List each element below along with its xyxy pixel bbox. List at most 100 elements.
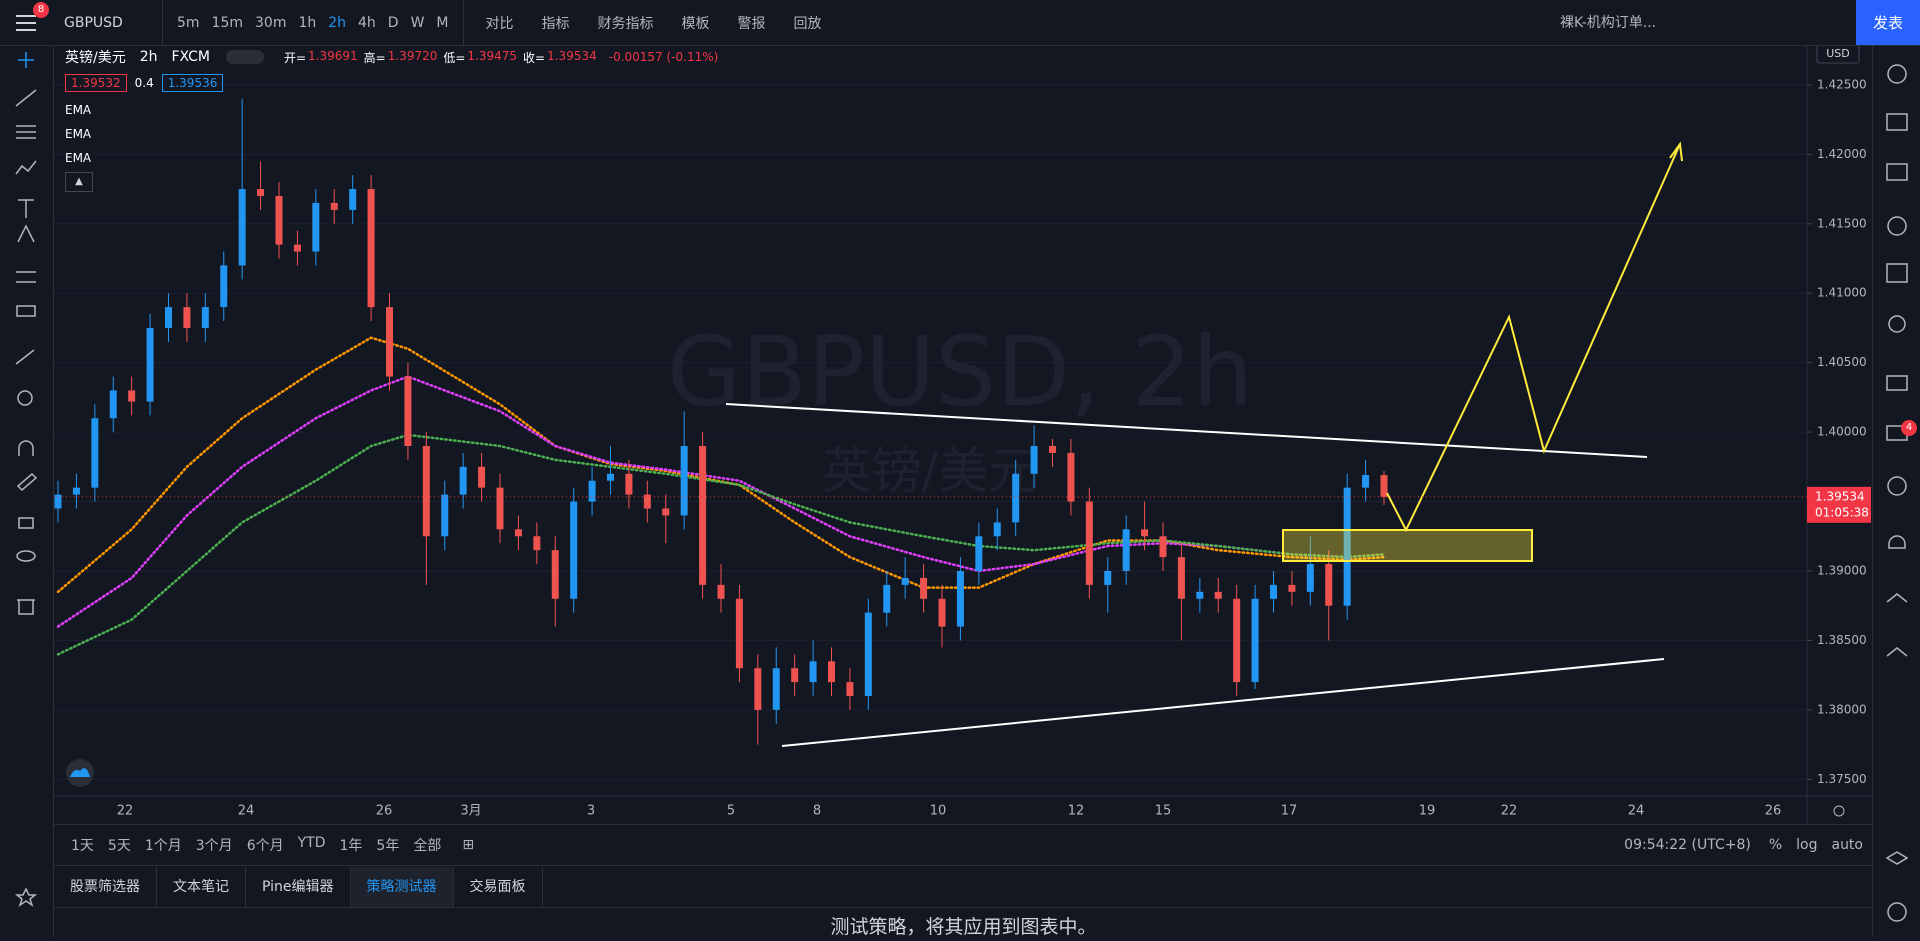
- range-button[interactable]: 1天: [71, 838, 94, 854]
- lock-tool[interactable]: [18, 517, 34, 529]
- range-group: 1天 5天 1个月 3个月 6个月 YTD 1年 5年 全部: [64, 835, 448, 855]
- bottom-tabs: 股票筛选器 文本笔记 Pine编辑器 策略测试器 交易面板: [54, 867, 1873, 908]
- fib-tool[interactable]: [16, 125, 36, 139]
- interval-button[interactable]: 1h: [298, 14, 317, 31]
- left-toolbar: [0, 46, 54, 937]
- interval-button[interactable]: D: [387, 14, 399, 31]
- candle-body: [993, 522, 1001, 537]
- scale-option[interactable]: auto: [1831, 837, 1863, 853]
- drawings[interactable]: [725, 141, 1683, 747]
- hint-icon[interactable]: [1887, 476, 1907, 496]
- range-bar: 1天 5天 1个月 3个月 6个月 YTD 1年 5年 全部 ⊞ 09:54:22 (UTC+8…: [54, 824, 1873, 866]
- news-icon[interactable]: [1886, 113, 1908, 131]
- interval-group: 5m 15m 30m 1h 2h 4h D W M: [171, 15, 455, 31]
- delete-tool[interactable]: [17, 599, 35, 615]
- trading-icon[interactable]: [1886, 593, 1908, 603]
- toolbar-button[interactable]: 指标: [541, 15, 570, 32]
- interval-button[interactable]: 30m: [255, 14, 287, 31]
- ask[interactable]: 1.39536: [161, 74, 224, 92]
- collapse-button[interactable]: ▲: [65, 172, 93, 192]
- interval-button[interactable]: M: [436, 14, 449, 31]
- streams-icon[interactable]: [1886, 375, 1908, 391]
- range-button[interactable]: YTD: [297, 835, 326, 851]
- range-button[interactable]: 1个月: [144, 838, 182, 854]
- toolbar-button[interactable]: 对比: [485, 15, 514, 32]
- indicator-label[interactable]: EMA: [65, 127, 92, 141]
- measure-tool[interactable]: [15, 349, 35, 365]
- candle-body: [459, 466, 467, 495]
- interval-button[interactable]: 5m: [177, 14, 200, 31]
- magnet-tool[interactable]: [18, 440, 34, 456]
- favorites-tool[interactable]: [14, 887, 38, 907]
- range-button[interactable]: 5天: [107, 838, 131, 854]
- logo-icon: [70, 768, 90, 777]
- x-tick-label: 22: [1501, 804, 1518, 819]
- replay-icon[interactable]: ⊞: [462, 837, 475, 853]
- data-window-icon[interactable]: [1886, 163, 1908, 181]
- toolbar-button[interactable]: 回放: [793, 15, 822, 32]
- text-tool[interactable]: [18, 199, 34, 218]
- notifications-icon[interactable]: [1888, 535, 1906, 549]
- symbol[interactable]: GBPUSD: [64, 14, 123, 31]
- projection-path[interactable]: [1386, 143, 1681, 533]
- interval-button[interactable]: 15m: [211, 14, 243, 31]
- calendar-icon[interactable]: [1886, 263, 1908, 283]
- toggle[interactable]: [225, 50, 264, 64]
- indicator-label[interactable]: EMA: [65, 151, 92, 165]
- trendline[interactable]: [725, 403, 1648, 458]
- interval-button[interactable]: W: [410, 14, 425, 31]
- panel-tab[interactable]: 文本笔记: [157, 867, 246, 907]
- toolbar-button[interactable]: 模板: [681, 15, 710, 32]
- icon-tool[interactable]: [16, 305, 36, 317]
- alerts-icon[interactable]: [1887, 64, 1907, 84]
- candle-body: [1251, 598, 1259, 683]
- panel-tab[interactable]: Pine编辑器: [246, 867, 351, 907]
- pattern-tool[interactable]: [15, 160, 37, 175]
- range-button[interactable]: 5年: [376, 838, 400, 854]
- visibility-tool[interactable]: [16, 550, 36, 562]
- cursor-tool[interactable]: [18, 52, 34, 68]
- trendline[interactable]: [781, 658, 1665, 747]
- interval-button[interactable]: 2h: [328, 14, 347, 31]
- x-tick-label: 24: [238, 804, 255, 819]
- ohlc-value: 1.39720: [387, 48, 438, 63]
- candle-body: [920, 577, 928, 599]
- layers-icon[interactable]: [1885, 851, 1909, 865]
- layout-name[interactable]: 裸K-机构订单...: [1560, 15, 1657, 31]
- panel-tab[interactable]: 交易面板: [454, 867, 543, 907]
- panel-tab[interactable]: 股票筛选器: [54, 867, 157, 907]
- scale-option[interactable]: %: [1768, 837, 1783, 853]
- ohlc-value: 1.39691: [308, 48, 358, 63]
- settings-icon[interactable]: [1833, 805, 1845, 817]
- toolbar-button[interactable]: 警报: [737, 15, 766, 32]
- panel-tab[interactable]: 策略测试器: [350, 867, 454, 907]
- scale-option[interactable]: log: [1796, 837, 1818, 853]
- ticks-icon[interactable]: [1886, 647, 1908, 657]
- interval-button[interactable]: 4h: [358, 14, 376, 31]
- range-button[interactable]: 6个月: [246, 838, 284, 854]
- zone-rectangle[interactable]: [1282, 529, 1533, 562]
- candle-body: [1214, 591, 1222, 599]
- prediction-tool[interactable]: [17, 224, 35, 243]
- indicator-label[interactable]: EMA: [65, 103, 92, 117]
- publish-button[interactable]: 发表: [1856, 0, 1920, 45]
- toolbar-button[interactable]: 财务指标: [597, 15, 654, 32]
- range-button[interactable]: 1年: [339, 838, 363, 854]
- bid[interactable]: 1.39532: [65, 74, 127, 92]
- interval: 2h: [139, 49, 158, 65]
- pencil-tool[interactable]: [16, 472, 38, 492]
- hotlist-icon[interactable]: [1887, 216, 1907, 236]
- range-button[interactable]: 全部: [413, 838, 442, 854]
- spread: 0.4: [134, 76, 154, 90]
- candle-body: [901, 577, 909, 585]
- right-sidebar: [1872, 11, 1920, 937]
- zoom-tool[interactable]: [17, 390, 33, 406]
- sidebar-icons: [1885, 11, 1909, 922]
- menu-icon[interactable]: [14, 11, 38, 35]
- range-button[interactable]: 3个月: [195, 838, 233, 854]
- trendline-tool[interactable]: [15, 89, 37, 107]
- shape-tool[interactable]: [16, 271, 36, 283]
- ideas-icon[interactable]: [1888, 315, 1906, 333]
- help-icon[interactable]: [1887, 902, 1907, 922]
